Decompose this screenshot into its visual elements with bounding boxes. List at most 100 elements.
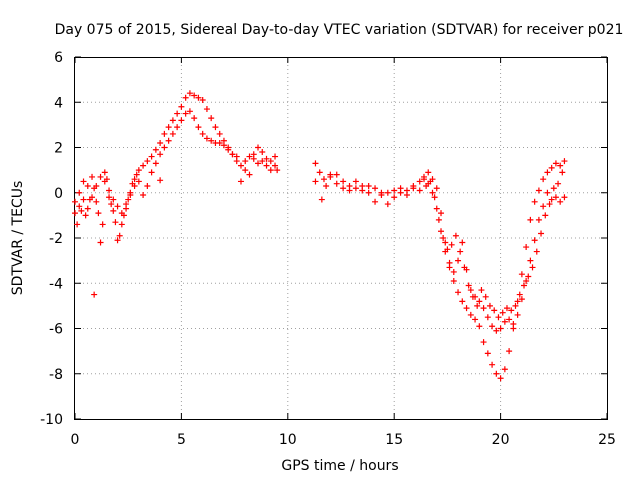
data-point — [469, 293, 476, 300]
data-point — [144, 182, 151, 189]
data-point — [323, 182, 330, 189]
data-point — [538, 230, 545, 237]
data-point — [182, 110, 189, 117]
data-point — [478, 287, 485, 294]
y-tick-label: -10 — [40, 412, 63, 428]
data-point — [444, 246, 451, 253]
data-point — [82, 212, 89, 219]
data-point — [497, 375, 504, 382]
data-point — [135, 167, 142, 174]
y-axis-ticks: -10 -8 -6 -4 -2 0 2 4 6 — [40, 50, 607, 428]
data-point — [333, 180, 340, 187]
data-point — [125, 196, 132, 203]
data-point — [133, 171, 140, 178]
data-point — [140, 162, 147, 169]
y-tick-label: -6 — [49, 322, 63, 338]
data-point — [318, 196, 325, 203]
data-point — [255, 144, 262, 151]
data-point — [272, 162, 279, 169]
data-point — [118, 210, 125, 217]
data-point — [540, 203, 547, 210]
data-point — [378, 192, 385, 199]
data-point — [559, 169, 566, 176]
series-segment-4 — [312, 169, 568, 334]
data-point — [118, 221, 125, 228]
data-point — [510, 320, 517, 327]
data-point — [450, 277, 457, 284]
data-point — [461, 264, 468, 271]
data-point — [312, 178, 319, 185]
data-point — [220, 142, 227, 149]
y-tick-label: 6 — [54, 50, 63, 66]
data-point — [365, 182, 372, 189]
data-point — [237, 178, 244, 185]
data-point — [237, 162, 244, 169]
data-point — [108, 201, 115, 208]
data-point — [110, 207, 117, 214]
data-point — [152, 160, 159, 167]
data-point — [455, 289, 462, 296]
data-point — [161, 130, 168, 137]
data-point — [525, 273, 532, 280]
data-point — [523, 244, 530, 251]
y-tick-label: 2 — [54, 141, 63, 157]
data-point — [161, 144, 168, 151]
data-point — [555, 180, 562, 187]
data-point — [372, 198, 379, 205]
data-point — [352, 185, 359, 192]
data-point — [489, 361, 496, 368]
data-point — [459, 298, 466, 305]
data-point — [438, 210, 445, 217]
data-point — [550, 185, 557, 192]
data-point — [340, 185, 347, 192]
data-point — [78, 207, 85, 214]
data-point — [372, 185, 379, 192]
data-point — [106, 194, 113, 201]
data-point — [178, 103, 185, 110]
data-point — [476, 298, 483, 305]
data-point — [225, 146, 232, 153]
data-point — [548, 164, 555, 171]
data-point — [521, 282, 528, 289]
data-point — [467, 311, 474, 318]
data-point — [195, 124, 202, 131]
data-point — [74, 221, 81, 228]
data-point — [514, 298, 521, 305]
data-point — [512, 302, 519, 309]
data-point — [233, 153, 240, 160]
data-point — [546, 201, 553, 208]
data-point — [152, 146, 159, 153]
data-point — [106, 187, 113, 194]
data-point — [557, 162, 564, 169]
x-tick-label: 5 — [177, 432, 186, 448]
data-point — [497, 325, 504, 332]
data-point — [157, 177, 164, 184]
data-point — [84, 205, 91, 212]
data-point — [114, 203, 121, 210]
data-point — [174, 110, 181, 117]
data-point — [101, 169, 108, 176]
data-point — [540, 176, 547, 183]
data-point — [127, 192, 134, 199]
data-point — [199, 130, 206, 137]
data-point — [431, 194, 438, 201]
data-point — [327, 173, 334, 180]
data-point — [531, 237, 538, 244]
data-point — [242, 167, 249, 174]
data-point — [416, 187, 423, 194]
data-point — [544, 169, 551, 176]
data-point — [410, 185, 417, 192]
data-point — [72, 198, 78, 205]
data-point — [484, 350, 491, 357]
x-tick-label: 15 — [385, 432, 403, 448]
data-point — [144, 158, 151, 165]
data-point — [114, 237, 121, 244]
data-point — [208, 115, 215, 122]
data-point — [89, 173, 96, 180]
data-point — [506, 348, 513, 355]
y-tick-label: 4 — [54, 95, 63, 111]
data-point — [216, 130, 223, 137]
data-point — [448, 241, 455, 248]
data-point — [527, 216, 534, 223]
